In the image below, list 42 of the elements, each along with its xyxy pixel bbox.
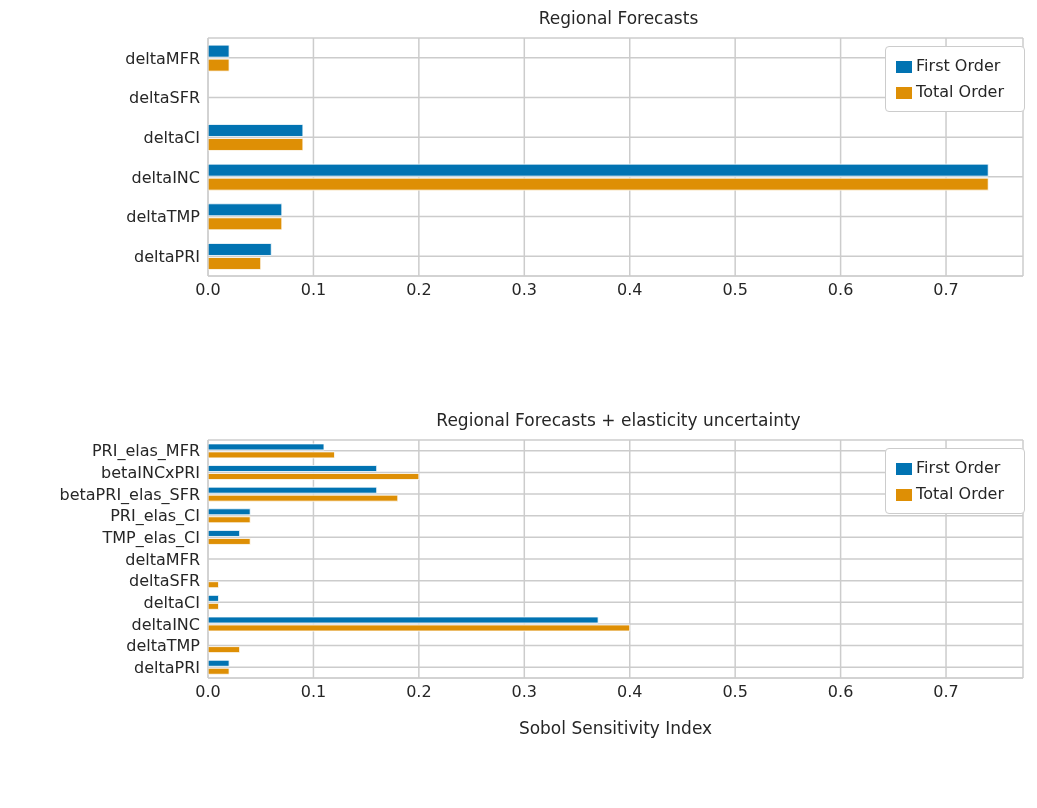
legend-label: Total Order: [916, 484, 1004, 503]
y-tick-label: deltaTMP: [126, 636, 201, 656]
y-tick-label: deltaCI: [143, 592, 200, 612]
y-tick-label: deltaINC: [131, 167, 200, 187]
x-tick-label: 0.0: [195, 280, 221, 300]
y-tick-label: betaPRI_elas_SFR: [59, 484, 200, 505]
bar: [208, 646, 241, 654]
y-tick-label: PRI_elas_MFR: [91, 441, 200, 462]
y-tick-label: betaINCxPRI: [101, 463, 200, 483]
chart-title: Regional Forecasts + elasticity uncertainty: [435, 410, 802, 432]
x-tick-label: 0.7: [933, 280, 959, 300]
x-tick-label: 0.5: [722, 280, 748, 300]
legend-label: First Order: [916, 458, 1001, 477]
x-tick-label: 0.4: [617, 682, 643, 702]
y-tick-label: deltaSFR: [129, 571, 200, 591]
y-tick-label: deltaPRI: [133, 657, 200, 677]
x-axis-title: Sobol Sensitivity Index: [518, 718, 713, 738]
x-tick-label: 0.6: [827, 682, 854, 702]
x-tick-label: 0.7: [933, 682, 959, 702]
y-tick-label: deltaCI: [143, 127, 200, 147]
x-tick-label: 0.3: [511, 280, 538, 300]
y-tick-label: deltaTMP: [126, 207, 201, 227]
bar: [208, 581, 219, 589]
x-tick-label: 0.2: [406, 280, 432, 300]
x-tick-label: 0.1: [300, 280, 327, 300]
legend-label: Total Order: [916, 82, 1004, 101]
legend-label: First Order: [916, 56, 1001, 75]
x-tick-label: 0.5: [722, 682, 748, 702]
y-tick-label: deltaPRI: [133, 246, 200, 266]
x-tick-label: 0.1: [300, 682, 327, 702]
x-tick-label: 0.4: [617, 280, 643, 300]
y-tick-label: TMP_elas_CI: [101, 528, 200, 549]
y-tick-label: deltaMFR: [125, 549, 200, 569]
x-tick-label: 0.2: [406, 682, 432, 702]
x-tick-label: 0.6: [827, 280, 854, 300]
chart-title: Regional Forecasts: [537, 8, 700, 30]
y-tick-label: deltaINC: [131, 614, 200, 634]
y-tick-label: deltaSFR: [129, 88, 200, 108]
x-tick-label: 0.3: [511, 682, 538, 702]
x-tick-label: 0.0: [195, 682, 221, 702]
y-tick-label: deltaMFR: [125, 48, 200, 68]
y-tick-label: PRI_elas_CI: [110, 506, 200, 527]
